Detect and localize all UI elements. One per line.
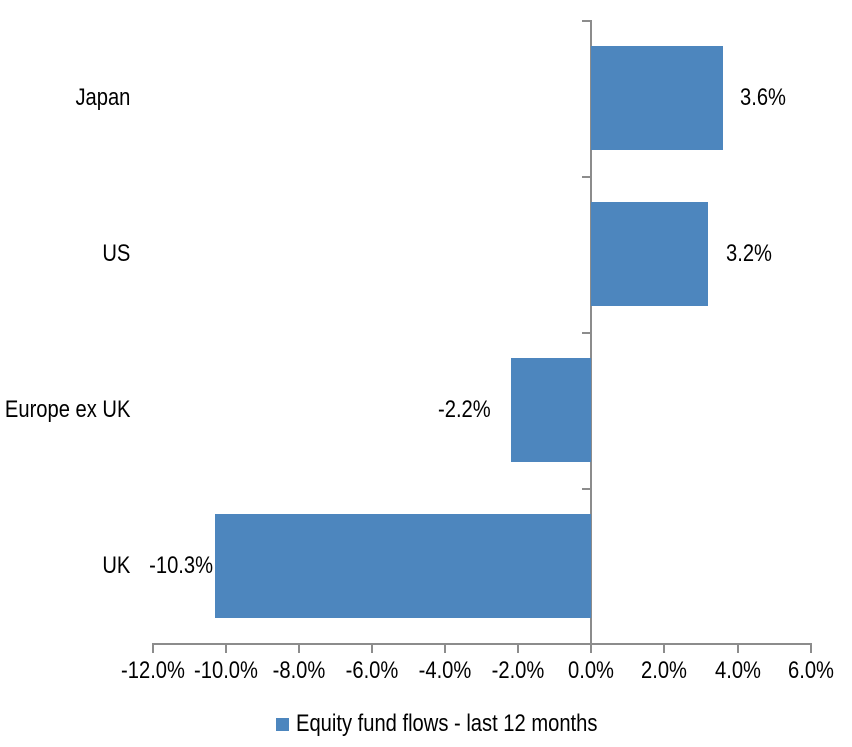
x-axis-tick (736, 645, 739, 653)
bar-uk (214, 514, 592, 618)
legend-label: Equity fund flows - last 12 months (296, 710, 598, 737)
category-axis-tick (582, 488, 591, 490)
x-axis-tick-label: 6.0% (787, 657, 834, 684)
x-axis-tick-label: -4.0% (418, 657, 472, 684)
x-axis-tick-label: -10.0% (193, 657, 258, 684)
x-axis-tick (297, 645, 300, 653)
category-axis-tick (582, 332, 591, 334)
data-label: 3.6% (739, 84, 786, 111)
x-axis-tick (663, 645, 666, 653)
category-label: Europe ex UK (4, 396, 130, 423)
data-label: 3.2% (726, 240, 773, 267)
x-axis-tick-label: -12.0% (120, 657, 185, 684)
x-axis-tick (224, 645, 227, 653)
x-axis-tick (371, 645, 373, 653)
bar-europe-ex-uk (510, 358, 592, 462)
category-axis-line (590, 20, 593, 644)
category-label: Japan (75, 84, 130, 111)
x-axis-tick-label: -2.0% (491, 657, 545, 684)
category-axis-tick (582, 176, 591, 178)
bar-japan (591, 46, 723, 150)
x-axis-tick (444, 645, 447, 653)
x-axis-tick-label: 4.0% (714, 657, 761, 684)
x-axis-tick (590, 645, 593, 653)
x-axis-tick-label: -8.0% (272, 657, 326, 684)
x-axis-line (151, 643, 812, 645)
category-axis-tick (582, 20, 591, 22)
category-label: UK (101, 552, 130, 579)
x-axis-tick (809, 645, 812, 653)
x-axis-tick-label: 0.0% (568, 657, 615, 684)
bar-us (591, 202, 709, 306)
category-label: US (101, 240, 130, 267)
x-axis-tick (517, 645, 520, 653)
x-axis-tick-label: -6.0% (345, 657, 399, 684)
x-axis-tick-label: 2.0% (641, 657, 688, 684)
legend-swatch-icon (276, 718, 289, 731)
x-axis-tick (151, 645, 154, 653)
data-label: -10.3% (148, 552, 213, 579)
data-label: -2.2% (438, 396, 491, 423)
